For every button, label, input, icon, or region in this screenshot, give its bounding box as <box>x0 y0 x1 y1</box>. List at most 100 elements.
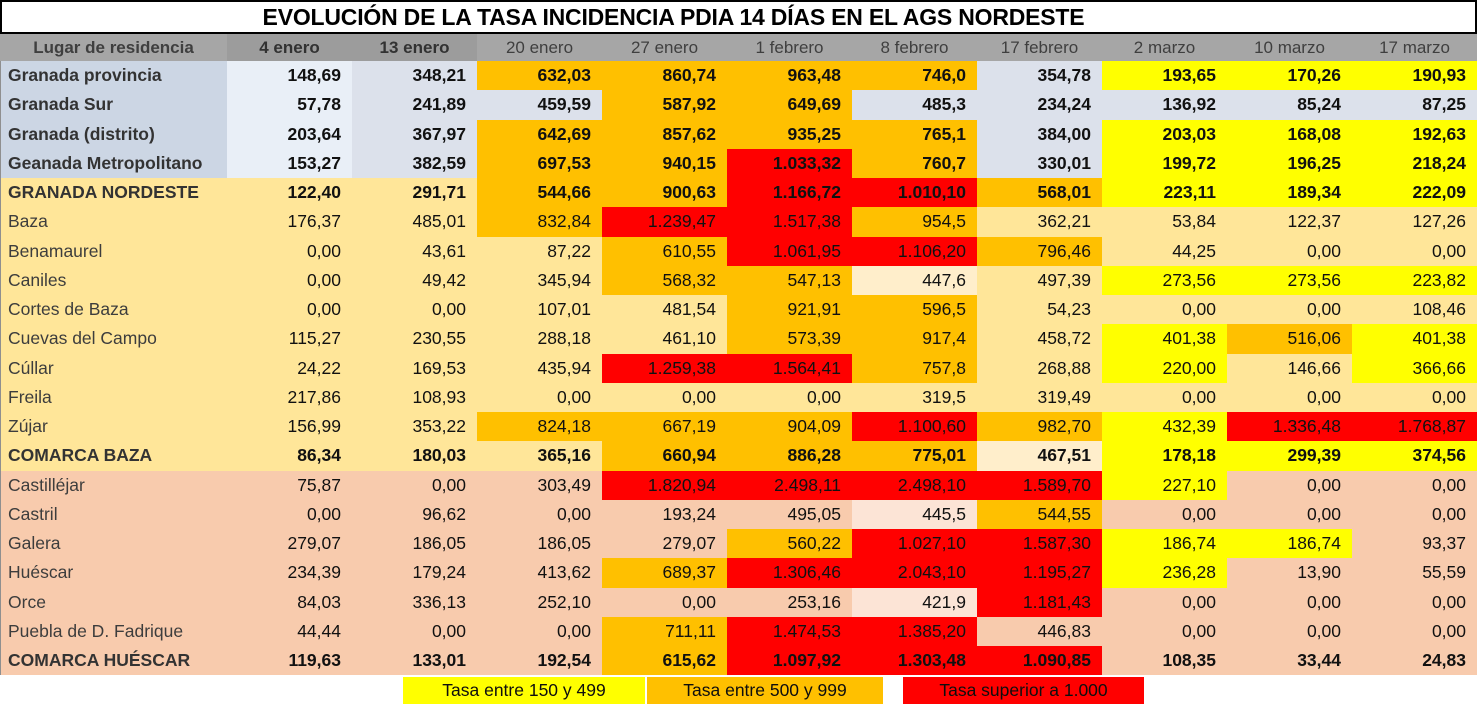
value-cell: 87,25 <box>1352 90 1477 120</box>
table-title: EVOLUCIÓN DE LA TASA INCIDENCIA PDIA 14 … <box>0 0 1477 34</box>
table-row: Baza 176,37 485,01 832,84 1.239,47 1.517,38 95… <box>1 207 1477 237</box>
value-cell: 0,00 <box>1102 616 1227 646</box>
value-cell: 13,90 <box>1227 558 1352 588</box>
value-cell: 353,22 <box>352 412 477 442</box>
table-row: Caniles 0,00 49,42 345,94 568,32 547,13 447,6 4… <box>1 265 1477 295</box>
row-label: Castilléjar <box>1 470 227 500</box>
column-header-17-febrero: 17 febrero <box>977 34 1102 61</box>
column-header-2-marzo: 2 marzo <box>1102 34 1227 61</box>
value-cell: 55,59 <box>1352 558 1477 588</box>
value-cell: 0,00 <box>227 265 352 295</box>
value-cell: 857,62 <box>602 119 727 149</box>
value-cell: 291,71 <box>352 178 477 208</box>
value-cell: 127,26 <box>1352 207 1477 237</box>
value-cell: 445,5 <box>852 499 977 529</box>
table-row: Castril 0,00 96,62 0,00 193,24 495,05 445,5 544… <box>1 499 1477 529</box>
value-cell: 560,22 <box>727 529 852 559</box>
value-cell: 168,08 <box>1227 119 1352 149</box>
value-cell: 0,00 <box>1227 236 1352 266</box>
value-cell: 796,46 <box>977 236 1102 266</box>
value-cell: 253,16 <box>727 587 852 617</box>
value-cell: 0,00 <box>1227 382 1352 412</box>
value-cell: 459,59 <box>477 90 602 120</box>
value-cell: 44,25 <box>1102 236 1227 266</box>
value-cell: 711,11 <box>602 616 727 646</box>
column-header-8-febrero: 8 febrero <box>852 34 977 61</box>
value-cell: 432,39 <box>1102 412 1227 442</box>
value-cell: 0,00 <box>1227 587 1352 617</box>
row-label: Huéscar <box>1 558 227 588</box>
value-cell: 108,93 <box>352 382 477 412</box>
value-cell: 85,24 <box>1227 90 1352 120</box>
row-label: GRANADA NORDESTE <box>1 178 227 208</box>
table-row: Granada (distrito) 203,64 367,97 642,69 857,… <box>1 119 1477 149</box>
value-cell: 365,16 <box>477 441 602 471</box>
value-cell: 93,37 <box>1352 529 1477 559</box>
column-header-27-enero: 27 enero <box>602 34 727 61</box>
value-cell: 319,5 <box>852 382 977 412</box>
value-cell: 568,01 <box>977 178 1102 208</box>
value-cell: 610,55 <box>602 236 727 266</box>
table-row: Zújar 156,99 353,22 824,18 667,19 904,09 1.100… <box>1 412 1477 442</box>
row-label: Freila <box>1 382 227 412</box>
row-label: Castril <box>1 499 227 529</box>
value-cell: 1.166,72 <box>727 178 852 208</box>
value-cell: 1.061,95 <box>727 236 852 266</box>
value-cell: 0,00 <box>1102 295 1227 325</box>
value-cell: 146,66 <box>1227 353 1352 383</box>
value-cell: 169,53 <box>352 353 477 383</box>
value-cell: 401,38 <box>1352 324 1477 354</box>
value-cell: 421,9 <box>852 587 977 617</box>
value-cell: 199,72 <box>1102 148 1227 178</box>
value-cell: 86,34 <box>227 441 352 471</box>
value-cell: 1.033,32 <box>727 148 852 178</box>
value-cell: 446,83 <box>977 616 1102 646</box>
value-cell: 190,93 <box>1352 61 1477 91</box>
value-cell: 886,28 <box>727 441 852 471</box>
value-cell: 413,62 <box>477 558 602 588</box>
value-cell: 236,28 <box>1102 558 1227 588</box>
value-cell: 544,66 <box>477 178 602 208</box>
value-cell: 24,83 <box>1352 646 1477 676</box>
value-cell: 0,00 <box>602 382 727 412</box>
value-cell: 1.259,38 <box>602 353 727 383</box>
value-cell: 0,00 <box>1227 470 1352 500</box>
value-cell: 0,00 <box>227 295 352 325</box>
value-cell: 107,01 <box>477 295 602 325</box>
row-label: Galera <box>1 529 227 559</box>
value-cell: 860,74 <box>602 61 727 91</box>
value-cell: 227,10 <box>1102 470 1227 500</box>
value-cell: 458,72 <box>977 324 1102 354</box>
value-cell: 0,00 <box>602 587 727 617</box>
value-cell: 203,03 <box>1102 119 1227 149</box>
value-cell: 935,25 <box>727 119 852 149</box>
value-cell: 186,05 <box>352 529 477 559</box>
value-cell: 136,92 <box>1102 90 1227 120</box>
row-label: Zújar <box>1 412 227 442</box>
value-cell: 179,24 <box>352 558 477 588</box>
value-cell: 108,46 <box>1352 295 1477 325</box>
value-cell: 0,00 <box>1352 236 1477 266</box>
row-label: Baza <box>1 207 227 237</box>
row-label: Granada Sur <box>1 90 227 120</box>
table-row: Granada Sur 57,78 241,89 459,59 587,92 649,69… <box>1 90 1477 120</box>
column-header-lugar: Lugar de residencia <box>0 34 227 61</box>
value-cell: 587,92 <box>602 90 727 120</box>
value-cell: 746,0 <box>852 61 977 91</box>
value-cell: 921,91 <box>727 295 852 325</box>
value-cell: 57,78 <box>227 90 352 120</box>
value-cell: 288,18 <box>477 324 602 354</box>
row-label: COMARCA HUÉSCAR <box>1 646 227 676</box>
row-label: Benamaurel <box>1 236 227 266</box>
value-cell: 279,07 <box>602 529 727 559</box>
value-cell: 203,64 <box>227 119 352 149</box>
value-cell: 0,00 <box>1102 382 1227 412</box>
value-cell: 461,10 <box>602 324 727 354</box>
value-cell: 0,00 <box>352 295 477 325</box>
value-cell: 330,01 <box>977 148 1102 178</box>
value-cell: 697,53 <box>477 148 602 178</box>
value-cell: 362,21 <box>977 207 1102 237</box>
value-cell: 573,39 <box>727 324 852 354</box>
value-cell: 75,87 <box>227 470 352 500</box>
value-cell: 2.498,11 <box>727 470 852 500</box>
